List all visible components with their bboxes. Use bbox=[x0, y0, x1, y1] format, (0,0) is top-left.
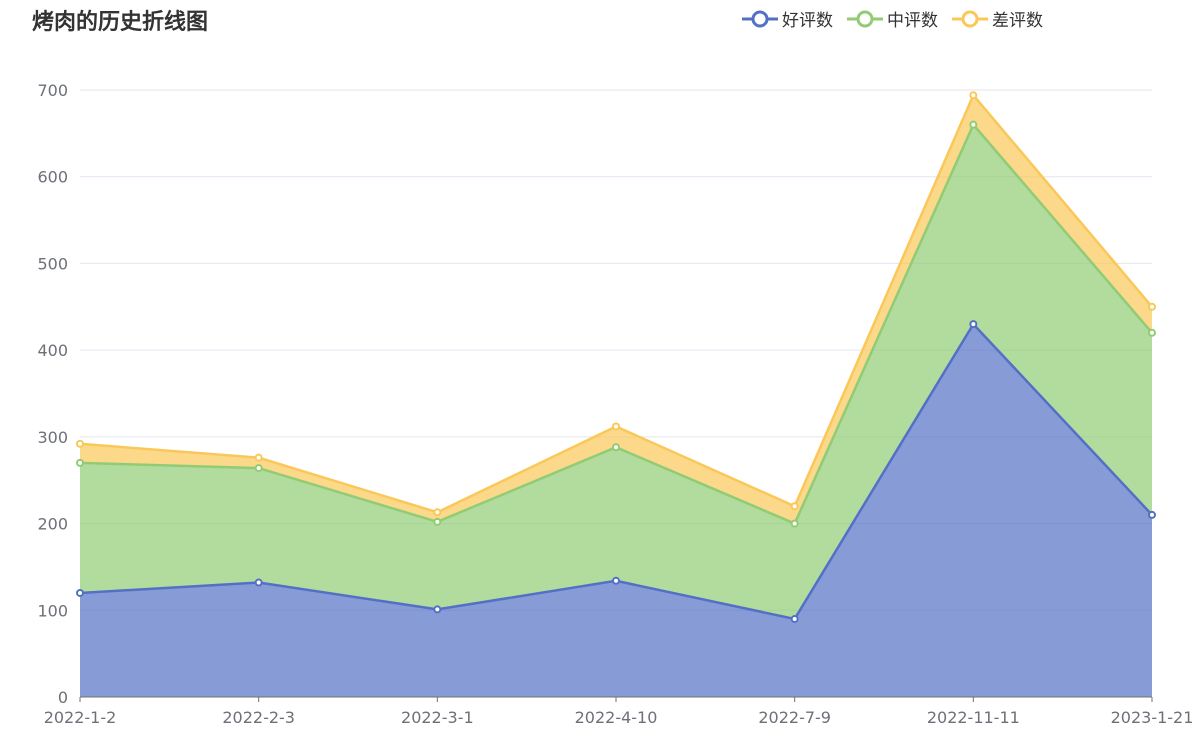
series-area-2 bbox=[80, 95, 1152, 524]
legend-label: 中评数 bbox=[887, 11, 938, 31]
y-tick-label: 200 bbox=[37, 515, 68, 534]
data-point bbox=[76, 458, 84, 467]
legend: 好评数 中评数 差评数 bbox=[742, 6, 1043, 31]
data-point bbox=[254, 464, 263, 473]
data-point bbox=[790, 519, 799, 528]
data-point bbox=[1148, 510, 1156, 519]
y-tick-label: 500 bbox=[37, 254, 68, 273]
x-tick-label: 2022-4-10 bbox=[575, 708, 658, 727]
x-tick-label: 2022-2-3 bbox=[222, 708, 295, 727]
data-point bbox=[612, 576, 620, 585]
y-tick-label: 100 bbox=[37, 601, 68, 620]
data-point bbox=[969, 320, 978, 329]
data-point bbox=[433, 605, 442, 614]
y-tick-label: 400 bbox=[37, 341, 68, 360]
legend-label: 差评数 bbox=[992, 11, 1043, 31]
x-tick-label: 2022-3-1 bbox=[401, 708, 474, 727]
chart-title: 烤肉的历史折线图 bbox=[32, 10, 209, 35]
data-point bbox=[612, 422, 620, 431]
data-point bbox=[790, 502, 799, 511]
legend-item-good[interactable]: 好评数 bbox=[742, 6, 833, 31]
data-point bbox=[969, 120, 978, 129]
legend-label: 好评数 bbox=[782, 11, 833, 31]
x-tick-label: 2022-7-9 bbox=[758, 708, 831, 727]
data-point bbox=[254, 578, 263, 587]
data-point bbox=[1148, 302, 1156, 311]
data-point bbox=[76, 588, 84, 597]
y-tick-label: 600 bbox=[37, 168, 68, 187]
y-tick-label: 300 bbox=[37, 428, 68, 447]
legend-item-medium[interactable]: 中评数 bbox=[847, 6, 938, 31]
data-point bbox=[433, 517, 442, 526]
data-point bbox=[76, 439, 84, 448]
x-tick-label: 2023-1-21 bbox=[1111, 708, 1194, 727]
legend-marker-icon bbox=[847, 10, 883, 27]
legend-marker-icon bbox=[742, 10, 778, 27]
data-point bbox=[433, 508, 442, 517]
x-tick-label: 2022-1-2 bbox=[44, 708, 117, 727]
data-point bbox=[1148, 328, 1156, 337]
data-point bbox=[790, 614, 799, 623]
y-tick-label: 0 bbox=[58, 688, 68, 707]
series-area-0 bbox=[80, 324, 1152, 697]
data-point bbox=[612, 443, 620, 452]
y-tick-label: 700 bbox=[37, 81, 68, 100]
legend-item-bad[interactable]: 差评数 bbox=[952, 6, 1043, 31]
x-tick-label: 2022-11-11 bbox=[927, 708, 1020, 727]
legend-marker-icon bbox=[952, 10, 988, 27]
data-point bbox=[254, 453, 263, 462]
data-point bbox=[969, 91, 978, 100]
